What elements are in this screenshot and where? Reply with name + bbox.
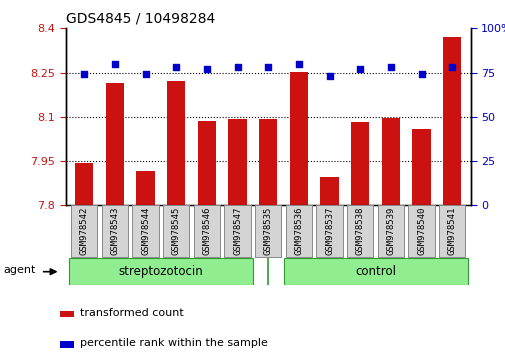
- FancyBboxPatch shape: [408, 205, 434, 257]
- FancyBboxPatch shape: [255, 205, 281, 257]
- Point: [264, 64, 272, 70]
- FancyBboxPatch shape: [438, 205, 464, 257]
- Text: GSM978547: GSM978547: [233, 207, 241, 255]
- Text: streptozotocin: streptozotocin: [118, 265, 203, 278]
- Bar: [289, 72, 308, 205]
- Text: GSM978539: GSM978539: [386, 207, 394, 255]
- Bar: [167, 81, 185, 205]
- Bar: [75, 162, 93, 205]
- Text: percentile rank within the sample: percentile rank within the sample: [79, 338, 267, 348]
- Point: [386, 64, 394, 70]
- Point: [203, 66, 211, 72]
- Bar: [106, 83, 124, 205]
- FancyBboxPatch shape: [69, 258, 252, 285]
- FancyBboxPatch shape: [132, 205, 158, 257]
- Bar: [320, 177, 338, 205]
- FancyBboxPatch shape: [346, 205, 373, 257]
- Bar: [228, 119, 246, 205]
- FancyBboxPatch shape: [163, 205, 189, 257]
- Point: [80, 72, 88, 77]
- Bar: [136, 171, 155, 205]
- Text: transformed count: transformed count: [79, 308, 183, 318]
- Text: GSM978546: GSM978546: [202, 207, 211, 255]
- Point: [417, 72, 425, 77]
- FancyBboxPatch shape: [285, 205, 311, 257]
- Text: GSM978535: GSM978535: [263, 207, 272, 255]
- FancyBboxPatch shape: [283, 258, 467, 285]
- Text: GSM978541: GSM978541: [447, 207, 456, 255]
- Text: GSM978537: GSM978537: [324, 207, 333, 255]
- Point: [294, 61, 302, 67]
- Bar: [350, 122, 369, 205]
- Text: GSM978542: GSM978542: [79, 207, 88, 255]
- Bar: [60, 341, 74, 348]
- Point: [447, 64, 456, 70]
- Text: GSM978538: GSM978538: [355, 207, 364, 255]
- FancyBboxPatch shape: [193, 205, 220, 257]
- Point: [111, 61, 119, 67]
- Point: [356, 66, 364, 72]
- Bar: [259, 119, 277, 205]
- Text: control: control: [355, 265, 395, 278]
- Bar: [60, 311, 74, 317]
- FancyBboxPatch shape: [224, 205, 250, 257]
- Bar: [381, 118, 399, 205]
- Text: GSM978543: GSM978543: [110, 207, 119, 255]
- FancyBboxPatch shape: [377, 205, 403, 257]
- Text: GDS4845 / 10498284: GDS4845 / 10498284: [66, 12, 215, 26]
- Point: [233, 64, 241, 70]
- Bar: [442, 37, 461, 205]
- Bar: [197, 121, 216, 205]
- Text: GSM978540: GSM978540: [416, 207, 425, 255]
- Bar: [412, 129, 430, 205]
- Text: GSM978536: GSM978536: [294, 207, 302, 255]
- Text: GSM978544: GSM978544: [141, 207, 149, 255]
- Text: agent: agent: [4, 266, 35, 275]
- Text: GSM978545: GSM978545: [171, 207, 180, 255]
- FancyBboxPatch shape: [102, 205, 128, 257]
- FancyBboxPatch shape: [316, 205, 342, 257]
- Point: [172, 64, 180, 70]
- FancyBboxPatch shape: [71, 205, 97, 257]
- Point: [141, 72, 149, 77]
- Point: [325, 73, 333, 79]
